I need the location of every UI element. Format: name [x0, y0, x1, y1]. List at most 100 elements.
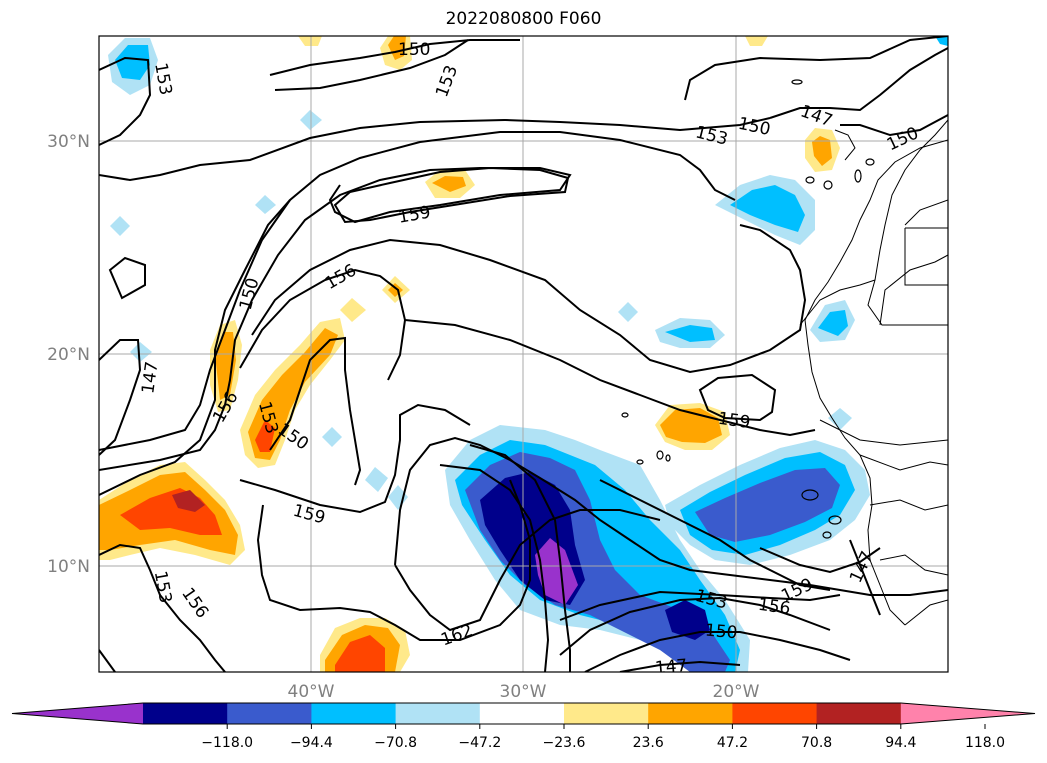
colorbar-tick-label: 47.2 — [717, 735, 748, 751]
colorbar-tick-label: −23.6 — [543, 735, 586, 751]
fill-blue-speck-5 — [618, 302, 638, 322]
colorbar-tick-label: 23.6 — [633, 735, 664, 751]
fill-yellow-north3 — [745, 36, 768, 46]
fill-blue-speck-9 — [828, 408, 852, 430]
fill-lightblue-africa-coast — [818, 310, 848, 336]
contour-159-loop — [698, 373, 777, 422]
colorbar-segment — [311, 703, 397, 724]
fill-yellow-speck-2 — [340, 298, 366, 322]
colorbar-outline — [11, 702, 1036, 725]
contour-150-ne — [840, 114, 948, 137]
fill-medblue-east — [695, 468, 840, 542]
fill-blue-speck-10 — [935, 36, 948, 46]
fill-blue-speck-2 — [130, 342, 152, 362]
contour-147-south — [619, 660, 741, 672]
contour-153-south — [559, 596, 831, 656]
colorbar-arrow-left — [12, 703, 143, 724]
lon-label-40w: 40°W — [288, 682, 335, 702]
fill-darkred-west — [172, 490, 205, 512]
contour-150-long — [99, 131, 736, 496]
lat-label-30n: 30°N — [47, 132, 90, 152]
contour-label: 150 — [398, 40, 430, 60]
colorbar-segment — [648, 703, 733, 724]
fill-red-sw — [335, 635, 385, 672]
lon-label-30w: 30°W — [500, 682, 547, 702]
colorbar-segment — [564, 703, 649, 724]
contour-ridge-3 — [269, 336, 362, 486]
contour-ridge-1 — [251, 224, 807, 374]
fill-orange-north — [388, 36, 406, 60]
fill-orange-east — [812, 136, 832, 166]
colorbar-tick-label: 70.8 — [801, 735, 832, 751]
colorbar-segment — [395, 703, 481, 724]
lon-labels: 40°W 30°W 20°W — [288, 682, 760, 702]
islands — [621, 79, 875, 539]
colorbar-segment — [143, 703, 228, 724]
contour-159-south — [239, 403, 471, 514]
fill-red-arc — [255, 420, 275, 452]
graticule — [99, 36, 948, 672]
contour-label: 150 — [704, 621, 738, 644]
colorbar-segment — [227, 703, 312, 724]
colorbar-arrow-right — [900, 703, 1035, 724]
fill-blue-speck-6 — [322, 427, 342, 447]
fill-blue-speck-7 — [365, 467, 388, 492]
fill-lightblue-nw — [115, 45, 150, 80]
colorbar-tick-label: −94.4 — [290, 735, 333, 751]
colorbar: −118.0 −94.4 −70.8 −47.2 −23.6 23.6 47.2 70.8 94… — [11, 702, 1036, 751]
contour-162-inner — [394, 509, 661, 632]
height-contours — [99, 36, 948, 672]
contour-ridge-2 — [239, 268, 407, 381]
colorbar-tick-label: −47.2 — [458, 735, 501, 751]
colorbar-tick-label: −118.0 — [201, 735, 253, 751]
lat-label-20n: 20°N — [47, 345, 90, 365]
contour-nw-2 — [99, 119, 506, 182]
colorbar-tick-label: 118.0 — [965, 735, 1005, 751]
fill-blue-speck-1 — [110, 216, 130, 236]
contour-147-east — [769, 47, 948, 119]
lat-labels: 30°N 20°N 10°N — [47, 132, 90, 577]
fill-lightblue-north-east — [730, 185, 805, 232]
contour-159-e — [599, 479, 831, 591]
fill-orange-speck-1 — [388, 283, 403, 297]
fill-orange-arc2 — [215, 332, 236, 400]
contour-156-e — [559, 590, 841, 621]
contour-loop-west — [108, 256, 146, 300]
negative-anomaly-fills — [108, 36, 948, 672]
fill-yellow-north2 — [298, 36, 322, 46]
contour-159-ridge — [404, 319, 816, 437]
contour-south-arc-2 — [439, 464, 550, 672]
map-title: 2022080800 F060 — [445, 9, 602, 29]
fill-lightblue-mid — [665, 325, 715, 342]
fill-purple-core — [535, 538, 578, 605]
contour-153-long — [99, 199, 291, 451]
contour-150-east — [684, 36, 948, 101]
colorbar-segment — [479, 703, 565, 724]
contour-147-west — [99, 339, 142, 456]
contour-156-sw — [99, 543, 226, 672]
colorbar-segment — [816, 703, 902, 724]
fill-blue-speck-4 — [255, 195, 276, 214]
contour-south-arc-1 — [256, 479, 531, 641]
contour-162 — [394, 436, 948, 596]
contour-nw-1 — [99, 56, 152, 146]
contour-label: 156 — [757, 595, 792, 619]
lon-label-20w: 20°W — [713, 682, 760, 702]
colorbar-tick-label: −70.8 — [374, 735, 417, 751]
contour-top-1 — [269, 39, 520, 76]
contour-153-sw — [99, 649, 116, 672]
contour-label: 147 — [654, 656, 688, 679]
coastlines — [799, 119, 948, 626]
fill-blue-speck-8 — [388, 485, 408, 510]
contour-labels: 150 153 153 150 147 150 153 159 156 150 … — [138, 40, 921, 679]
fill-darkblue-sub — [665, 600, 710, 640]
contour-label: 159 — [717, 409, 752, 433]
contour-159-e2 — [759, 547, 881, 574]
colorbar-tick-label: 94.4 — [885, 735, 916, 751]
contour-label: 147 — [138, 360, 162, 395]
fill-orange-center — [432, 176, 466, 192]
contour-south-arc-3 — [469, 444, 571, 672]
contour-top-2 — [274, 39, 469, 91]
contour-153-east — [504, 117, 771, 132]
